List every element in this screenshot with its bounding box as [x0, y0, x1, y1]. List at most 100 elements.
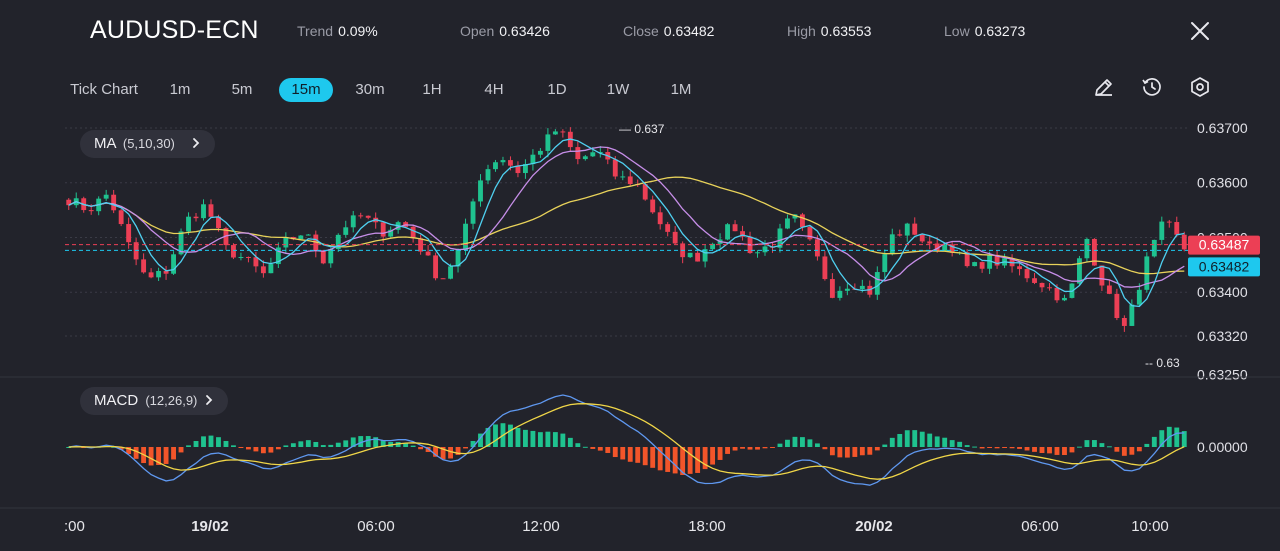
x-tick-label: 18:00 — [688, 518, 726, 535]
candle-body — [755, 252, 760, 254]
macd-hist-bar — [193, 441, 199, 447]
candle — [485, 164, 491, 185]
candle — [635, 179, 641, 187]
macd-hist-bar — [710, 447, 716, 465]
macd-indicator-pill[interactable]: MACD (12,26,9) — [80, 387, 228, 415]
macd-hist-bar — [597, 447, 603, 451]
macd-hist-bar — [1084, 440, 1090, 447]
ma-indicator-pill[interactable]: MA (5,10,30) — [80, 130, 216, 158]
macd-hist-bar — [934, 436, 940, 447]
candle-body — [612, 159, 618, 177]
candle — [358, 212, 364, 219]
candle — [260, 260, 266, 278]
tab-tick-chart[interactable]: Tick Chart — [70, 81, 138, 98]
candle — [96, 196, 102, 216]
close-price-label: 0.63482 — [1199, 258, 1250, 274]
candle — [1181, 231, 1187, 252]
candle — [732, 220, 738, 232]
candle-body — [672, 231, 678, 244]
candle — [245, 256, 251, 263]
candle-body — [305, 234, 311, 236]
candle — [365, 215, 371, 220]
macd-hist-bar — [620, 447, 626, 460]
settings-hexagon-icon[interactable] — [1188, 75, 1212, 99]
macd-hist-bar — [1159, 430, 1165, 447]
candle-body — [470, 201, 476, 224]
candle — [837, 286, 843, 301]
candle-body — [874, 272, 880, 295]
macd-hist-bar — [829, 447, 835, 456]
candle-body — [949, 244, 955, 253]
macd-hist-bar — [687, 447, 693, 474]
candle — [163, 265, 169, 280]
candle-body — [934, 243, 940, 251]
candle-body — [702, 249, 708, 262]
x-tick-label: 19/02 — [191, 518, 229, 535]
candle — [762, 240, 768, 256]
macd-hist-bar — [972, 446, 978, 448]
candle — [650, 195, 656, 214]
macd-hist-bar — [912, 430, 918, 447]
candle-body — [912, 223, 918, 235]
candle — [118, 208, 124, 227]
candle — [186, 212, 191, 235]
candle-body — [358, 215, 364, 217]
candle — [785, 214, 790, 230]
candle — [695, 250, 701, 262]
tab-1h[interactable]: 1H — [422, 81, 442, 98]
candle — [912, 217, 918, 236]
candle-body — [1017, 266, 1022, 270]
pencil-icon[interactable] — [1092, 75, 1116, 99]
candle — [1159, 216, 1165, 245]
macd-hist-bar — [1174, 427, 1180, 447]
candle — [238, 252, 244, 261]
candle-body — [762, 246, 768, 253]
macd-hist-bar — [485, 427, 491, 447]
macd-hist-bar — [957, 441, 963, 447]
candle — [201, 199, 206, 221]
close-icon[interactable] — [1188, 19, 1212, 43]
x-tick-label: 12:00 — [522, 518, 560, 535]
tab-30m[interactable]: 30m — [355, 81, 385, 98]
candle — [133, 238, 139, 266]
candle — [231, 243, 236, 260]
macd-params: (12,26,9) — [145, 393, 198, 408]
candle — [1129, 299, 1135, 327]
x-tick-label: 10:00 — [1131, 518, 1169, 535]
candle — [942, 243, 948, 252]
candle — [994, 250, 1000, 269]
candle — [1106, 279, 1112, 295]
ma-label: MA — [94, 135, 116, 152]
macd-hist-bar — [889, 437, 895, 447]
ma30-line — [68, 176, 1185, 275]
candle — [904, 222, 910, 242]
candle-body — [253, 257, 259, 267]
tab-5m[interactable]: 5m — [231, 81, 253, 98]
tab-4h[interactable]: 4H — [484, 81, 504, 98]
candle-body — [792, 214, 798, 219]
candle — [949, 241, 955, 257]
macd-hist-bar — [874, 447, 880, 451]
macd-hist-bar — [313, 441, 319, 447]
tab-15m[interactable]: 15m — [279, 78, 333, 102]
candle-body — [590, 152, 596, 157]
tab-1w[interactable]: 1W — [606, 81, 630, 98]
macd-hist-bar — [590, 447, 596, 449]
stat-high-value: 0.63553 — [820, 23, 872, 39]
candle — [874, 266, 880, 300]
y-tick-label: 0.63250 — [1197, 366, 1248, 382]
candle — [755, 250, 760, 258]
stat-trend-value: 0.09% — [338, 23, 378, 39]
tab-1m[interactable]: 1m — [169, 81, 191, 98]
candle-body — [508, 160, 513, 166]
macd-hist-bar — [1151, 436, 1157, 447]
tab-1mo[interactable]: 1M — [670, 81, 692, 98]
macd-line — [68, 394, 1185, 486]
macd-hist-bar — [1069, 447, 1075, 453]
macd-hist-bar — [582, 446, 588, 448]
candle — [328, 247, 334, 268]
candle — [657, 206, 663, 230]
clock-icon[interactable] — [1140, 75, 1164, 99]
tab-1d[interactable]: 1D — [547, 81, 567, 98]
